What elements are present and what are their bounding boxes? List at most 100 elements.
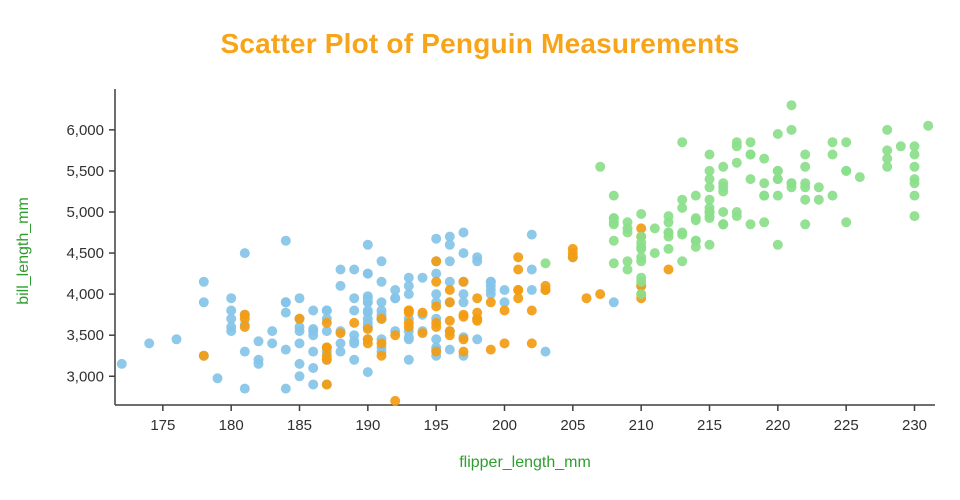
data-point-species-orange [321, 379, 332, 390]
data-point-species-green [636, 231, 647, 242]
data-point-species-green [690, 241, 701, 252]
data-point-species-green [731, 211, 742, 222]
data-point-species-blue [362, 367, 373, 378]
data-point-species-green [895, 141, 906, 152]
data-point-species-green [731, 157, 742, 168]
data-point-species-blue [431, 334, 442, 345]
data-point-species-green [677, 137, 688, 148]
y-tick-label: 6,000 [66, 122, 104, 139]
data-point-species-green [622, 264, 633, 275]
data-point-species-green [759, 217, 770, 228]
data-point-species-orange [403, 307, 414, 318]
data-point-species-green [649, 248, 660, 259]
data-point-species-green [677, 202, 688, 213]
y-tick-label: 3,500 [66, 327, 104, 344]
data-point-species-green [786, 100, 797, 111]
data-point-species-green [745, 137, 756, 148]
x-tick-label: 180 [219, 417, 244, 434]
data-point-species-blue [362, 239, 373, 250]
data-point-species-orange [458, 276, 469, 287]
data-point-species-orange [567, 252, 578, 263]
data-point-species-blue [608, 297, 619, 308]
data-point-species-blue [376, 297, 387, 308]
data-point-species-green [909, 161, 920, 172]
data-point-species-orange [417, 328, 428, 339]
data-point-species-orange [362, 338, 373, 349]
data-point-species-green [909, 141, 920, 152]
data-point-species-green [677, 194, 688, 205]
data-point-species-blue [458, 289, 469, 300]
data-point-species-blue [540, 346, 551, 357]
data-point-species-blue [335, 338, 346, 349]
data-point-species-green [663, 231, 674, 242]
data-point-species-blue [444, 256, 455, 267]
x-tick-label: 230 [902, 417, 927, 434]
scatter-plot: 175 180 185 190 195 200 205 210 215 220 225 230 3,00… [15, 89, 935, 471]
data-point-species-green [704, 194, 715, 205]
data-point-species-blue [403, 289, 414, 300]
data-point-species-orange [431, 301, 442, 312]
data-point-species-blue [280, 383, 291, 394]
data-point-species-orange [499, 338, 510, 349]
data-point-species-green [704, 165, 715, 176]
data-point-species-green [636, 276, 647, 287]
data-point-species-blue [308, 305, 319, 316]
data-point-species-blue [267, 326, 278, 337]
data-point-species-orange [636, 223, 647, 234]
data-point-species-green [731, 141, 742, 152]
data-point-species-green [677, 256, 688, 267]
data-point-species-blue [458, 227, 469, 238]
data-point-species-orange [390, 395, 401, 406]
data-point-species-blue [485, 289, 496, 300]
data-point-species-orange [458, 346, 469, 357]
data-point-species-blue [376, 276, 387, 287]
data-point-species-orange [513, 293, 524, 304]
data-point-species-orange [239, 322, 250, 332]
data-point-species-blue [335, 346, 346, 357]
y-tick-label: 5,500 [66, 163, 104, 180]
data-point-species-green [663, 211, 674, 222]
x-tick-label: 175 [150, 417, 175, 434]
data-point-species-blue [349, 305, 360, 316]
data-point-species-blue [349, 293, 360, 304]
data-point-species-orange [472, 315, 483, 326]
data-point-species-blue [226, 305, 237, 316]
data-point-species-orange [663, 264, 674, 275]
data-point-species-green [663, 243, 674, 254]
data-point-species-blue [294, 293, 305, 304]
data-point-species-orange [458, 334, 469, 345]
data-point-species-orange [198, 350, 209, 361]
x-tick-label: 220 [765, 417, 790, 434]
data-point-species-blue [390, 293, 401, 304]
data-point-species-blue [267, 338, 278, 349]
data-point-species-orange [513, 252, 524, 263]
data-point-species-green [704, 207, 715, 217]
data-point-species-green [704, 174, 715, 185]
data-point-species-blue [444, 239, 455, 250]
data-point-species-green [636, 209, 647, 219]
data-point-species-orange [321, 350, 332, 361]
data-point-species-orange [472, 293, 483, 304]
data-point-species-green [636, 256, 647, 267]
data-point-species-blue [431, 289, 442, 300]
data-point-species-blue [280, 235, 291, 246]
data-point-species-blue [253, 358, 264, 369]
data-point-species-green [786, 124, 797, 135]
data-point-species-orange [417, 307, 428, 318]
data-point-species-blue [458, 297, 469, 308]
x-axis-title: flipper_length_mm [459, 454, 591, 471]
y-tick-label: 4,500 [66, 245, 104, 262]
data-point-species-green [677, 229, 688, 240]
data-point-species-green [759, 190, 770, 201]
data-point-species-blue [349, 354, 360, 365]
data-point-species-blue [431, 233, 442, 244]
data-point-species-orange [376, 313, 387, 324]
data-point-species-green [718, 219, 729, 230]
x-tick-label: 195 [424, 417, 449, 434]
data-point-species-blue [444, 344, 455, 355]
data-point-species-blue [226, 293, 237, 304]
data-point-species-blue [321, 326, 332, 337]
data-point-species-orange [472, 307, 483, 318]
data-point-species-green [718, 182, 729, 193]
data-point-species-blue [362, 307, 373, 318]
